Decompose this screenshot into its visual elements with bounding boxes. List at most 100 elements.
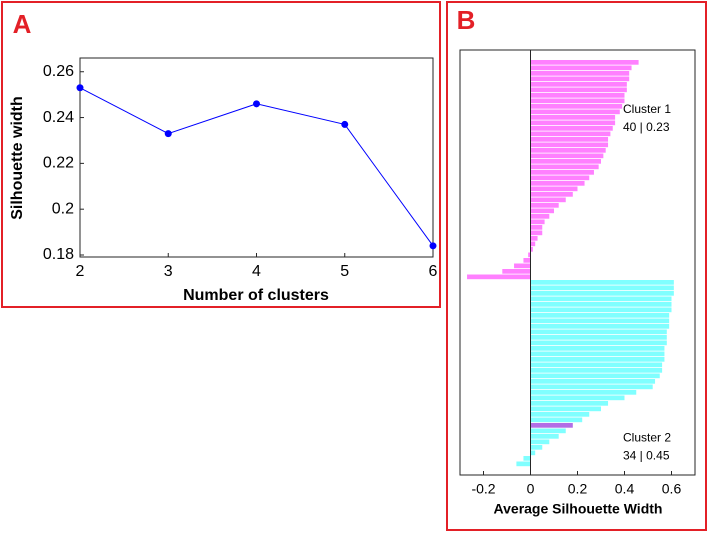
bar	[528, 252, 531, 258]
bar	[530, 423, 573, 428]
x-axis-label: Average Silhouette Width	[494, 501, 663, 517]
bar	[530, 82, 627, 87]
data-point	[341, 120, 349, 128]
bar	[530, 230, 543, 236]
bar	[530, 109, 620, 115]
bar	[530, 115, 616, 120]
bar	[530, 324, 670, 329]
bar	[530, 87, 627, 93]
bar	[530, 236, 538, 241]
bar	[530, 307, 672, 313]
bar	[530, 219, 545, 225]
panel-label: A	[13, 9, 32, 39]
x-tick-label: 0	[527, 481, 535, 497]
bar	[530, 296, 672, 302]
annotation: 34 | 0.45	[623, 449, 670, 463]
y-tick-label: 0.2	[52, 200, 74, 217]
panel-a-frame	[1, 1, 441, 308]
bar	[530, 412, 590, 417]
bar	[530, 291, 674, 296]
bar	[530, 148, 606, 153]
data-point	[164, 130, 172, 138]
bar	[530, 439, 550, 445]
bar	[530, 351, 665, 357]
bar	[530, 329, 667, 335]
x-tick-label: 0.2	[568, 481, 588, 497]
bar	[523, 258, 531, 263]
bar	[530, 137, 609, 142]
bar	[523, 456, 531, 461]
bar	[530, 214, 550, 219]
bar	[530, 357, 665, 362]
bar	[467, 274, 531, 280]
bar	[530, 390, 637, 395]
bar	[530, 120, 616, 126]
bar	[530, 417, 583, 423]
bar	[530, 93, 625, 98]
bar	[530, 280, 674, 285]
bar	[530, 285, 674, 291]
bar	[530, 71, 630, 76]
bar	[530, 428, 566, 434]
bar	[530, 368, 663, 373]
bar	[530, 76, 630, 82]
panel-label: B	[457, 5, 476, 35]
data-point	[429, 242, 437, 250]
bar	[530, 373, 660, 379]
bar	[530, 208, 554, 214]
y-tick-label: 0.18	[43, 246, 74, 263]
bar	[530, 153, 604, 159]
bar	[530, 131, 611, 137]
bar	[530, 362, 663, 368]
x-tick-label: 3	[164, 263, 173, 280]
bar	[530, 318, 670, 324]
bar	[530, 104, 623, 109]
bar	[530, 313, 670, 318]
x-tick-label: 4	[252, 263, 261, 280]
x-tick-label: 0.6	[662, 481, 682, 497]
x-tick-label: -0.2	[471, 481, 495, 497]
bar	[530, 379, 656, 384]
axes-box	[79, 57, 434, 258]
bar	[530, 186, 578, 192]
bar	[530, 395, 625, 401]
bar	[530, 192, 573, 197]
bar	[530, 247, 533, 252]
x-tick-label: 2	[76, 263, 85, 280]
panel-b-frame	[446, 1, 707, 531]
bar	[530, 164, 599, 170]
bar	[502, 269, 531, 274]
bar	[530, 434, 559, 439]
bar	[530, 159, 601, 164]
bar	[530, 335, 667, 340]
bar	[530, 445, 543, 450]
x-tick-label: 5	[340, 263, 349, 280]
bar	[530, 98, 625, 104]
bar	[530, 225, 543, 230]
annotation: Cluster 2	[623, 431, 671, 445]
data-line	[79, 87, 434, 247]
bar	[530, 450, 536, 456]
bar	[530, 346, 665, 351]
x-axis-label: Number of clusters	[183, 287, 329, 304]
data-point	[253, 100, 260, 108]
bar	[530, 340, 667, 346]
bar	[530, 241, 536, 247]
annotation: 40 | 0.23	[623, 120, 670, 134]
annotation: Cluster 1	[623, 102, 671, 116]
bar	[530, 401, 609, 406]
y-axis-label: Silhouette width	[9, 96, 26, 220]
data-point	[76, 84, 84, 92]
bar	[530, 203, 559, 208]
y-tick-label: 0.26	[43, 63, 74, 80]
bar	[530, 170, 594, 175]
bar	[514, 263, 531, 269]
x-tick-label: 6	[429, 263, 438, 280]
y-tick-label: 0.22	[43, 155, 74, 172]
y-tick-label: 0.24	[43, 109, 74, 126]
x-tick-label: 0.4	[615, 481, 635, 497]
bar	[530, 142, 609, 148]
bar	[530, 181, 585, 186]
bar	[516, 461, 531, 467]
